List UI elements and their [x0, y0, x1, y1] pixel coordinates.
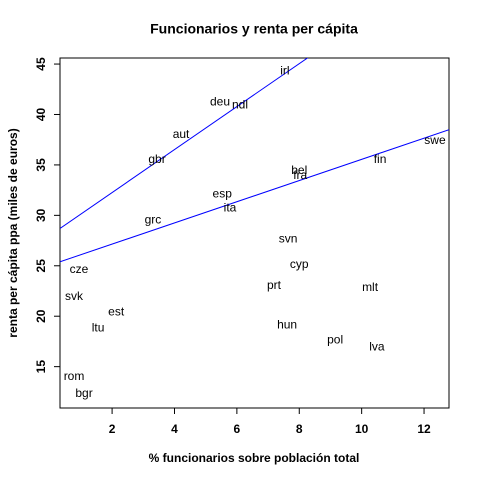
fit-line — [60, 58, 309, 229]
fit-line — [60, 129, 449, 263]
x-tick-label: 2 — [109, 422, 116, 436]
point-label: esp — [213, 186, 233, 200]
point-label: pol — [327, 333, 343, 347]
y-tick-label: 40 — [34, 107, 48, 121]
point-label: lva — [369, 340, 385, 354]
point-label: deu — [210, 95, 230, 109]
point-label: aut — [173, 127, 190, 141]
point-label: svn — [279, 232, 298, 246]
x-tick-label: 10 — [355, 422, 369, 436]
point-label: svk — [65, 289, 84, 303]
point-label: est — [108, 304, 125, 318]
point-label: cyp — [290, 257, 309, 271]
point-label: rom — [64, 369, 85, 383]
point-label: cze — [70, 262, 89, 276]
point-label: bel — [291, 163, 307, 177]
y-tick-label: 20 — [34, 309, 48, 323]
plot-box — [59, 57, 450, 409]
point-label: fra — [293, 168, 307, 182]
point-label: prt — [267, 278, 282, 292]
point-label: fin — [374, 152, 387, 166]
y-tick-label: 30 — [34, 208, 48, 222]
chart-title: Funcionarios y renta per cápita — [150, 21, 358, 37]
point-label: swe — [424, 133, 446, 147]
x-tick-label: 4 — [171, 422, 178, 436]
plot-area — [60, 58, 449, 263]
point-label: bgr — [75, 386, 92, 400]
point-label: mlt — [362, 280, 379, 294]
point-label: ita — [224, 200, 237, 214]
y-tick-label: 45 — [34, 57, 48, 71]
x-tick-label: 8 — [296, 422, 303, 436]
x-tick-label: 12 — [417, 422, 431, 436]
x-tick-label: 6 — [234, 422, 241, 436]
point-label: irl — [280, 63, 289, 77]
y-tick-label: 25 — [34, 259, 48, 273]
y-tick-label: 15 — [34, 360, 48, 374]
y-axis-label: renta per cápita ppa (miles de euros) — [6, 128, 20, 337]
point-label: ndl — [232, 98, 248, 112]
x-axis-label: % funcionarios sobre población total — [149, 451, 360, 465]
point-label: ltu — [92, 320, 105, 334]
point-label: grc — [145, 213, 162, 227]
point-label: gbr — [148, 152, 165, 166]
y-tick-label: 35 — [34, 158, 48, 172]
point-label: hun — [277, 317, 297, 331]
